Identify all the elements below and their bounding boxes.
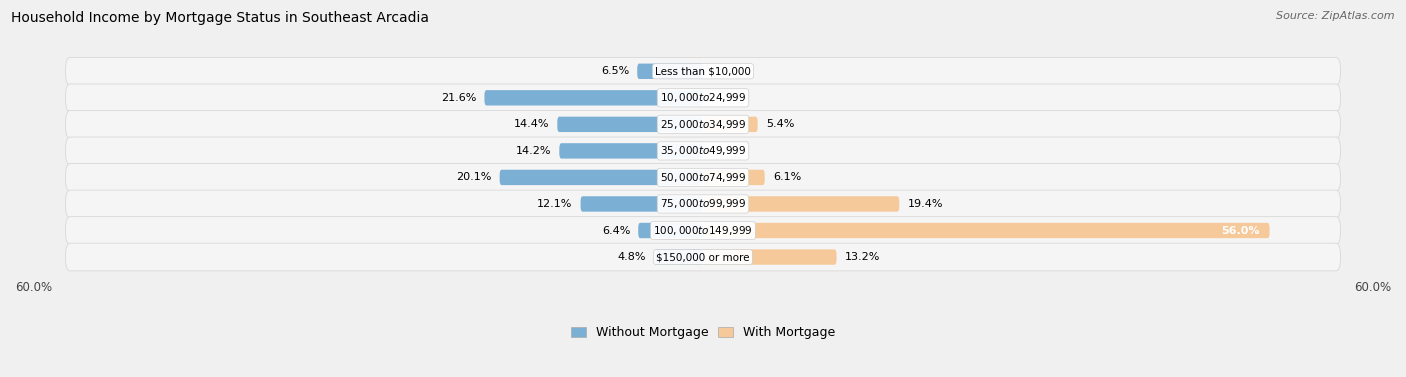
Text: Household Income by Mortgage Status in Southeast Arcadia: Household Income by Mortgage Status in S… <box>11 11 429 25</box>
FancyBboxPatch shape <box>703 116 758 132</box>
FancyBboxPatch shape <box>638 223 703 238</box>
Text: 14.2%: 14.2% <box>516 146 551 156</box>
Text: $100,000 to $149,999: $100,000 to $149,999 <box>654 224 752 237</box>
FancyBboxPatch shape <box>66 84 1340 112</box>
Text: $150,000 or more: $150,000 or more <box>657 252 749 262</box>
FancyBboxPatch shape <box>66 137 1340 165</box>
Text: 14.4%: 14.4% <box>513 120 550 129</box>
Text: 6.5%: 6.5% <box>600 66 628 76</box>
Text: 21.6%: 21.6% <box>441 93 477 103</box>
Text: $35,000 to $49,999: $35,000 to $49,999 <box>659 144 747 157</box>
Text: 19.4%: 19.4% <box>907 199 943 209</box>
FancyBboxPatch shape <box>66 190 1340 218</box>
FancyBboxPatch shape <box>66 110 1340 138</box>
Text: 6.4%: 6.4% <box>602 225 630 236</box>
FancyBboxPatch shape <box>66 57 1340 85</box>
Text: Source: ZipAtlas.com: Source: ZipAtlas.com <box>1277 11 1395 21</box>
Legend: Without Mortgage, With Mortgage: Without Mortgage, With Mortgage <box>565 321 841 344</box>
FancyBboxPatch shape <box>703 196 900 211</box>
FancyBboxPatch shape <box>654 249 703 265</box>
Text: 5.4%: 5.4% <box>766 120 794 129</box>
FancyBboxPatch shape <box>703 223 1270 238</box>
FancyBboxPatch shape <box>703 249 837 265</box>
FancyBboxPatch shape <box>703 170 765 185</box>
FancyBboxPatch shape <box>499 170 703 185</box>
Text: 20.1%: 20.1% <box>456 172 492 182</box>
Text: 60.0%: 60.0% <box>1354 281 1391 294</box>
FancyBboxPatch shape <box>560 143 703 159</box>
Text: 6.1%: 6.1% <box>773 172 801 182</box>
FancyBboxPatch shape <box>66 217 1340 244</box>
Text: 4.8%: 4.8% <box>617 252 647 262</box>
Text: 12.1%: 12.1% <box>537 199 572 209</box>
FancyBboxPatch shape <box>637 64 703 79</box>
Text: 60.0%: 60.0% <box>15 281 52 294</box>
FancyBboxPatch shape <box>66 243 1340 271</box>
Text: $25,000 to $34,999: $25,000 to $34,999 <box>659 118 747 131</box>
FancyBboxPatch shape <box>66 164 1340 191</box>
FancyBboxPatch shape <box>485 90 703 106</box>
FancyBboxPatch shape <box>557 116 703 132</box>
Text: $75,000 to $99,999: $75,000 to $99,999 <box>659 198 747 210</box>
FancyBboxPatch shape <box>581 196 703 211</box>
Text: 13.2%: 13.2% <box>845 252 880 262</box>
Text: Less than $10,000: Less than $10,000 <box>655 66 751 76</box>
Text: $10,000 to $24,999: $10,000 to $24,999 <box>659 91 747 104</box>
Text: 56.0%: 56.0% <box>1220 225 1260 236</box>
Text: $50,000 to $74,999: $50,000 to $74,999 <box>659 171 747 184</box>
